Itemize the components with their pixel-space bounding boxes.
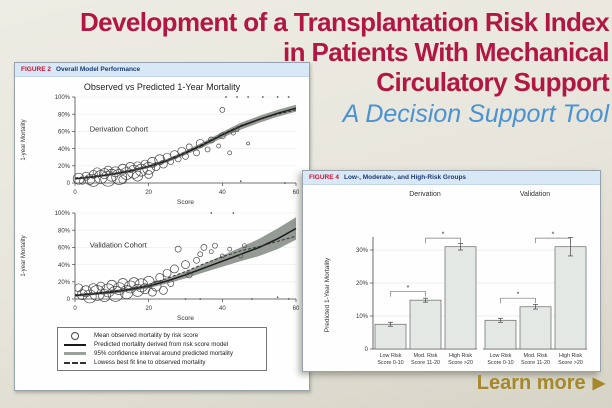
legend-label: Lowess best fit line to observed mortali… [94,359,206,366]
svg-text:*: * [407,285,410,292]
svg-text:20: 20 [145,190,152,196]
svg-text:*: * [517,292,520,299]
svg-text:60: 60 [293,190,300,196]
svg-text:40%: 40% [58,263,71,269]
page-title-line1: Development of a Transplantation Risk In… [80,7,610,37]
legend-symbol-band-icon [63,352,87,355]
svg-text:30%: 30% [356,248,369,254]
svg-text:60: 60 [293,306,300,312]
svg-text:40%: 40% [58,147,71,153]
figure4-header: FIGURE 4 Low-, Moderate-, and High-Risk … [303,171,600,185]
svg-text:20%: 20% [58,280,71,286]
svg-text:Derivation: Derivation [409,191,441,198]
svg-text:0: 0 [67,181,71,187]
svg-text:Predicted 1-Year Mortality: Predicted 1-Year Mortality [324,257,331,332]
legend-label: Predicted mortality derived from risk sc… [94,341,229,348]
svg-text:1-year Mortality: 1-year Mortality [21,235,27,276]
legend-symbol-circle-icon [63,331,87,340]
svg-text:20%: 20% [58,164,71,170]
svg-text:20%: 20% [356,281,369,287]
figure2-label: FIGURE 2 [21,66,51,73]
svg-text:Score: Score [177,199,194,206]
legend-label: 95% confidence interval around predicted… [94,350,233,357]
svg-text:0: 0 [73,306,77,312]
svg-text:40: 40 [219,190,226,196]
figure4-panel: FIGURE 4 Low-, Moderate-, and High-Risk … [302,170,601,372]
legend-row: Predicted mortality derived from risk sc… [63,340,261,349]
figure2-header: FIGURE 2 Overall Model Performance [15,63,309,77]
legend-symbol-dashed-line-icon [63,361,87,364]
scatter-chart-title: Observed vs Predicted 1-Year Mortality [83,82,241,92]
svg-text:*: * [552,232,555,239]
svg-text:Derivation Cohort: Derivation Cohort [90,124,149,133]
svg-text:0: 0 [365,347,369,353]
legend-symbol-solid-line-icon [63,343,87,346]
svg-text:20: 20 [145,306,152,312]
svg-text:0: 0 [73,190,77,196]
learn-more-label: Learn more [476,372,586,394]
svg-text:Validation Cohort: Validation Cohort [90,240,148,249]
legend-row: Mean observed mortality by risk score [63,331,261,340]
svg-text:80%: 80% [58,112,71,118]
svg-text:40: 40 [219,306,226,312]
legend-row: 95% confidence interval around predicted… [63,349,261,358]
svg-text:Validation: Validation [520,191,550,198]
legend-label: Mean observed mortality by risk score [94,332,199,339]
validation-scatter-plot: 0 20% 40% 60% 80% 100% 0 20 40 60 Score 1-year Mort… [21,211,300,322]
learn-more-link[interactable]: Learn more ▶ [477,372,605,395]
svg-text:60%: 60% [58,246,71,252]
svg-text:Score: Score [177,315,194,322]
svg-text:60%: 60% [58,130,71,136]
svg-text:10%: 10% [356,314,369,320]
svg-text:1-year Mortality: 1-year Mortality [21,119,27,160]
figure4-title: Low-, Moderate-, and High-Risk Groups [343,174,467,181]
svg-text:100%: 100% [55,95,71,101]
figure2-title: Overall Model Performance [55,66,141,73]
svg-text:*: * [442,232,445,239]
figure4-label: FIGURE 4 [309,174,339,181]
legend-box: Mean observed mortality by risk score Pr… [57,327,267,371]
svg-text:100%: 100% [55,211,71,217]
derivation-scatter-plot: 0 20% 40% 60% 80% 100% 0 20 40 60 Score 1-year Mort… [21,95,300,206]
risk-group-bar-chart: 0 10% 20% 30% Predicted 1-Year Mortality Deri… [324,191,587,366]
arrow-right-icon: ▶ [592,374,605,392]
svg-text:80%: 80% [58,228,71,234]
legend-row: Lowess best fit line to observed mortali… [63,358,261,367]
figure2-panel: FIGURE 2 Overall Model Performance Obser… [14,62,310,391]
svg-text:0: 0 [67,297,71,303]
